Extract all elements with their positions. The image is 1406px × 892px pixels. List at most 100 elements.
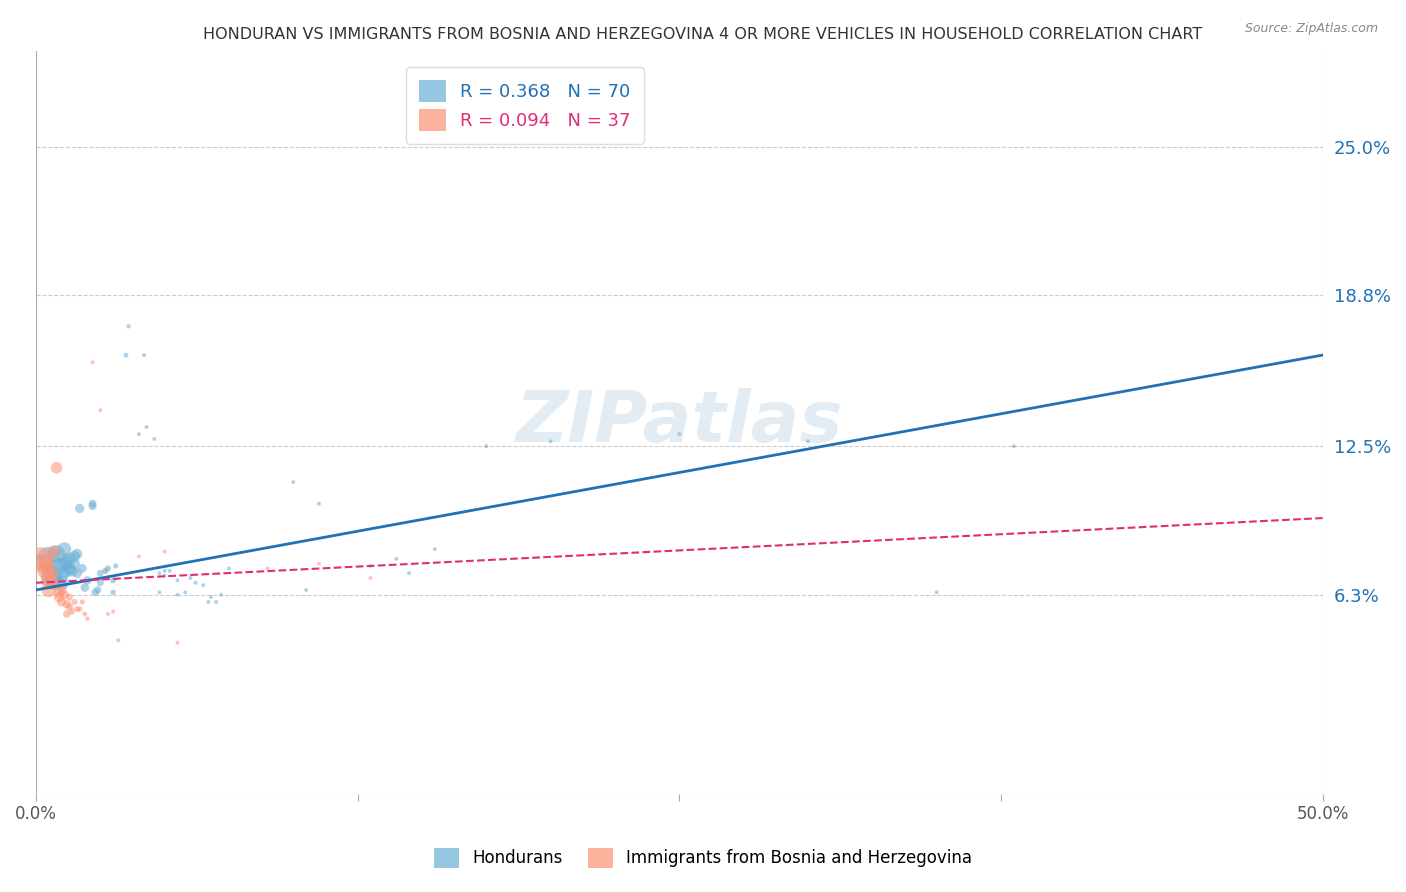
Point <box>153 568 176 582</box>
Point <box>115 348 138 362</box>
Point <box>53 542 76 557</box>
Point <box>101 605 124 619</box>
Point <box>153 564 176 578</box>
Point <box>82 499 104 513</box>
Point <box>205 595 228 609</box>
Point <box>166 574 188 588</box>
Point <box>166 588 188 602</box>
Point <box>209 588 232 602</box>
Point <box>423 542 446 557</box>
Point <box>48 585 70 599</box>
Point <box>45 460 67 475</box>
Point <box>89 403 111 417</box>
Point <box>94 564 117 578</box>
Point <box>58 590 80 604</box>
Point <box>51 595 73 609</box>
Point <box>63 557 86 571</box>
Point <box>53 557 76 571</box>
Point <box>56 554 79 568</box>
Point <box>38 574 60 588</box>
Point <box>42 544 65 558</box>
Point <box>97 607 120 621</box>
Point <box>308 497 330 511</box>
Point <box>51 582 73 597</box>
Point <box>56 598 79 612</box>
Point <box>148 566 170 581</box>
Point <box>56 607 79 621</box>
Point <box>66 547 89 561</box>
Point <box>153 544 176 558</box>
Point <box>69 501 91 516</box>
Point <box>38 551 60 566</box>
Point <box>82 355 104 369</box>
Point <box>174 585 197 599</box>
Point <box>218 561 240 575</box>
Point <box>668 427 690 442</box>
Point <box>94 564 117 578</box>
Point <box>53 588 76 602</box>
Point <box>58 561 80 575</box>
Point <box>82 497 104 511</box>
Point <box>45 547 67 561</box>
Point <box>48 590 70 604</box>
Point <box>66 602 89 616</box>
Point <box>73 607 96 621</box>
Point <box>107 633 129 648</box>
Point <box>35 564 58 578</box>
Point <box>200 590 222 604</box>
Point <box>101 574 124 588</box>
Point <box>128 427 150 442</box>
Point <box>283 475 305 489</box>
Point <box>540 434 562 449</box>
Point <box>148 585 170 599</box>
Point <box>135 420 157 434</box>
Point <box>41 568 63 582</box>
Point <box>193 578 215 592</box>
Point <box>104 559 127 574</box>
Point <box>60 564 83 578</box>
Point <box>30 551 52 566</box>
Point <box>179 571 201 585</box>
Point <box>72 595 94 609</box>
Point <box>73 581 96 595</box>
Point <box>72 561 94 575</box>
Point <box>89 566 111 581</box>
Point <box>60 605 83 619</box>
Point <box>76 574 98 588</box>
Point <box>66 566 89 581</box>
Point <box>475 439 498 453</box>
Point <box>32 559 55 574</box>
Legend: Hondurans, Immigrants from Bosnia and Herzegovina: Hondurans, Immigrants from Bosnia and He… <box>427 841 979 875</box>
Point <box>58 551 80 566</box>
Point <box>101 585 124 599</box>
Point <box>89 575 111 590</box>
Point <box>295 582 318 597</box>
Point <box>197 595 219 609</box>
Point <box>128 549 150 564</box>
Point <box>76 612 98 626</box>
Point <box>69 602 91 616</box>
Point <box>797 434 820 449</box>
Text: HONDURAN VS IMMIGRANTS FROM BOSNIA AND HERZEGOVINA 4 OR MORE VEHICLES IN HOUSEHO: HONDURAN VS IMMIGRANTS FROM BOSNIA AND H… <box>204 27 1202 42</box>
Point <box>159 564 181 578</box>
Point <box>63 549 86 564</box>
Point <box>359 559 381 574</box>
Legend: R = 0.368   N = 70, R = 0.094   N = 37: R = 0.368 N = 70, R = 0.094 N = 37 <box>406 67 644 144</box>
Point <box>166 635 188 649</box>
Point <box>41 575 63 590</box>
Point <box>143 432 166 446</box>
Point <box>398 566 420 581</box>
Point <box>30 551 52 566</box>
Point <box>359 571 381 585</box>
Point <box>117 319 139 334</box>
Point <box>58 599 80 614</box>
Point <box>385 551 408 566</box>
Text: Source: ZipAtlas.com: Source: ZipAtlas.com <box>1244 22 1378 36</box>
Point <box>84 585 107 599</box>
Point <box>32 557 55 571</box>
Point <box>48 559 70 574</box>
Point <box>184 575 207 590</box>
Point <box>1002 439 1025 453</box>
Point <box>925 585 948 599</box>
Point <box>97 561 120 575</box>
